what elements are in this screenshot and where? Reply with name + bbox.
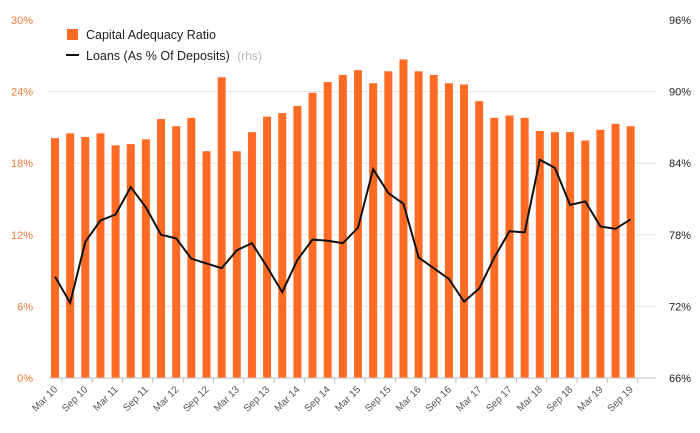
left-axis: 0% 6% 12% 18% 24% 30% [11, 15, 33, 385]
bar [460, 84, 469, 378]
x-tick-label: Mar 16 [394, 384, 424, 414]
bar [51, 138, 59, 378]
bar [293, 105, 302, 379]
bar [323, 82, 332, 378]
bar [490, 117, 499, 378]
legend-label-line-note: (rhs) [237, 49, 262, 63]
bar [338, 74, 347, 378]
bar [414, 71, 423, 379]
bar [232, 151, 241, 378]
bar [429, 74, 438, 378]
left-tick-label: 12% [11, 230, 33, 242]
x-tick-label: Sep 12 [181, 384, 211, 414]
left-tick-label: 0% [17, 373, 33, 385]
bar [505, 115, 514, 378]
bar [263, 116, 272, 378]
bar [626, 126, 635, 378]
left-tick-label: 6% [17, 301, 33, 313]
bar [81, 136, 90, 378]
left-tick-label: 30% [11, 15, 33, 27]
x-tick-label: Sep 10 [60, 384, 90, 414]
right-tick-label: 84% [669, 158, 691, 170]
right-tick-label: 78% [669, 230, 691, 242]
legend-label-bar: Capital Adequacy Ratio [86, 28, 216, 42]
left-tick-label: 24% [11, 87, 33, 99]
bar [66, 133, 75, 378]
x-tick-label: Sep 18 [545, 384, 575, 414]
bar [384, 71, 393, 379]
bar [535, 130, 544, 378]
line-series-loans-to-deposits [54, 158, 632, 306]
bar [399, 59, 408, 378]
x-axis: Mar 10 Sep 10 Mar 11 Sep 11 Mar 12 Sep 12 Mar … [30, 377, 656, 415]
bar [172, 126, 181, 378]
bar [520, 117, 529, 378]
right-tick-label: 90% [669, 87, 691, 99]
bar [217, 77, 226, 378]
x-tick-label: Mar 14 [273, 384, 303, 414]
bar [369, 83, 378, 378]
gridlines [49, 91, 656, 379]
x-tick-label: Sep 13 [242, 384, 272, 414]
bar [475, 101, 484, 378]
bar [566, 132, 575, 378]
legend-label-line: Loans (As % Of Deposits) (rhs) [86, 49, 262, 63]
x-tick-label: Sep 14 [303, 384, 333, 414]
legend-swatch-bar [67, 29, 78, 40]
loans-line [54, 158, 632, 306]
left-tick-label: 18% [11, 158, 33, 170]
bar [308, 92, 317, 378]
x-tick-label: Sep 17 [484, 384, 514, 414]
bar [444, 83, 453, 378]
right-axis: 66% 72% 78% 84% 90% 96% [669, 15, 691, 385]
x-tick-label: Sep 16 [424, 384, 454, 414]
bar [126, 144, 135, 378]
legend-label-line-text: Loans (As % Of Deposits) [86, 49, 230, 63]
bar [141, 139, 150, 378]
x-tick-label: Mar 13 [212, 384, 242, 414]
x-tick-label: Sep 19 [606, 384, 636, 414]
bar [278, 113, 287, 378]
x-tick-label: Mar 12 [152, 384, 182, 414]
x-tick-label: Mar 15 [333, 384, 363, 414]
x-tick-label: Mar 17 [455, 384, 485, 414]
x-tick-label: Sep 15 [363, 384, 393, 414]
x-tick-label: Mar 10 [30, 384, 60, 414]
legend: Capital Adequacy Ratio Loans (As % Of De… [66, 28, 262, 63]
x-tick-label: Mar 11 [91, 384, 121, 414]
bar [111, 145, 120, 378]
right-tick-label: 96% [669, 15, 691, 27]
bar [550, 132, 559, 378]
bar [96, 133, 105, 378]
bar [247, 132, 256, 378]
x-tick-label: Mar 18 [515, 384, 545, 414]
bar [596, 129, 605, 378]
bar [202, 151, 211, 378]
right-tick-label: 72% [669, 301, 691, 313]
x-tick-label: Sep 11 [121, 384, 151, 414]
bar-series-capital-adequacy-ratio [51, 59, 635, 379]
x-tick-label: Mar 19 [576, 384, 606, 414]
right-tick-label: 66% [669, 373, 691, 385]
bar [157, 119, 166, 379]
bar [581, 140, 590, 378]
bar [187, 117, 196, 378]
bar [611, 123, 620, 378]
